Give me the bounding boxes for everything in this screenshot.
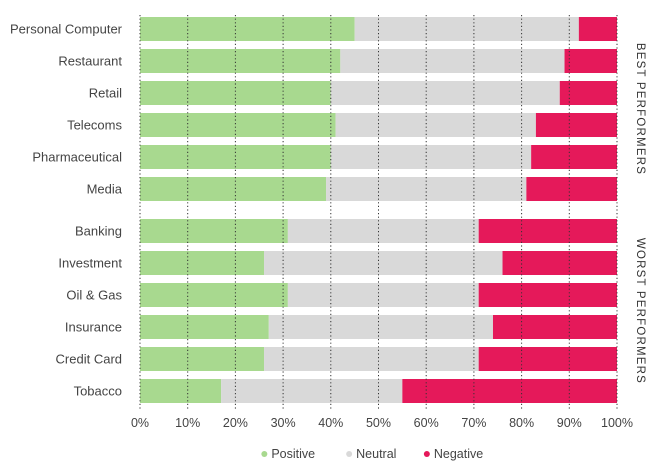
bar-oil-and-gas-negative bbox=[478, 283, 617, 307]
x-tick-label: 20% bbox=[223, 416, 248, 430]
bar-personal-computer-negative bbox=[578, 17, 617, 41]
group-label-best-performers: BEST PERFORMERS bbox=[634, 43, 646, 175]
category-label: Retail bbox=[89, 86, 122, 101]
x-tick-label: 90% bbox=[557, 416, 582, 430]
x-tick-label: 50% bbox=[366, 416, 391, 430]
bar-investment-neutral bbox=[264, 251, 503, 275]
bar-oil-and-gas-positive bbox=[140, 283, 288, 307]
grid-layer bbox=[139, 15, 618, 409]
x-tick-label: 70% bbox=[461, 416, 486, 430]
bar-banking-negative bbox=[478, 219, 617, 243]
x-tick-label: 10% bbox=[175, 416, 200, 430]
bar-insurance-neutral bbox=[268, 315, 493, 339]
legend-label-neutral: Neutral bbox=[356, 447, 396, 461]
bar-insurance-positive bbox=[140, 315, 269, 339]
x-axis-ticks: 0% 10% 20% 30% 40% 50% 60% 70% 80% 90% 100% bbox=[131, 416, 633, 430]
bar-credit-card-negative bbox=[478, 347, 617, 371]
x-tick-label: 0% bbox=[131, 416, 149, 430]
bars-layer bbox=[140, 17, 617, 403]
legend-swatch-negative bbox=[423, 451, 430, 457]
bar-retail-positive bbox=[140, 81, 331, 105]
bar-retail-negative bbox=[559, 81, 617, 105]
category-labels: Personal Computer Restaurant Retail Telecom… bbox=[10, 22, 123, 399]
x-tick-label: 80% bbox=[509, 416, 534, 430]
category-label: Pharmaceutical bbox=[32, 150, 122, 165]
category-label: Banking bbox=[75, 224, 122, 239]
x-tick-label: 60% bbox=[414, 416, 439, 430]
bar-telecoms-neutral bbox=[335, 113, 536, 137]
bar-restaurant-neutral bbox=[340, 49, 565, 73]
bar-retail-neutral bbox=[330, 81, 560, 105]
bar-media-negative bbox=[526, 177, 617, 201]
bar-credit-card-positive bbox=[140, 347, 265, 371]
bar-insurance-negative bbox=[492, 315, 617, 339]
legend: Positive Neutral Negative bbox=[261, 447, 483, 461]
x-tick-label: 40% bbox=[318, 416, 343, 430]
category-label: Insurance bbox=[65, 320, 122, 335]
group-label-worst-performers: WORST PERFORMERS bbox=[634, 238, 646, 384]
bar-credit-card-neutral bbox=[264, 347, 479, 371]
category-label: Oil & Gas bbox=[66, 288, 122, 303]
bar-investment-positive bbox=[140, 251, 265, 275]
category-label: Investment bbox=[58, 256, 122, 271]
bar-pharmaceutical-neutral bbox=[330, 145, 532, 169]
category-label: Tobacco bbox=[74, 384, 122, 399]
category-label: Telecoms bbox=[67, 118, 122, 133]
legend-label-positive: Positive bbox=[271, 447, 315, 461]
group-labels: BEST PERFORMERS WORST PERFORMERS bbox=[634, 43, 646, 384]
legend-label-negative: Negative bbox=[434, 447, 483, 461]
bar-tobacco-positive bbox=[140, 379, 222, 403]
bar-oil-and-gas-neutral bbox=[287, 283, 479, 307]
bar-media-positive bbox=[140, 177, 327, 201]
category-label: Credit Card bbox=[56, 352, 122, 367]
bar-pharmaceutical-negative bbox=[531, 145, 617, 169]
bar-banking-positive bbox=[140, 219, 288, 243]
bar-personal-computer-neutral bbox=[354, 17, 579, 41]
legend-swatch-positive bbox=[261, 451, 268, 457]
bar-tobacco-negative bbox=[402, 379, 617, 403]
bar-tobacco-neutral bbox=[221, 379, 403, 403]
bar-telecoms-negative bbox=[535, 113, 617, 137]
bar-restaurant-positive bbox=[140, 49, 341, 73]
x-tick-label: 100% bbox=[601, 416, 633, 430]
bar-investment-negative bbox=[502, 251, 617, 275]
category-label: Restaurant bbox=[58, 54, 122, 69]
bar-telecoms-positive bbox=[140, 113, 336, 137]
category-label: Personal Computer bbox=[10, 22, 123, 37]
x-tick-label: 30% bbox=[271, 416, 296, 430]
bar-restaurant-negative bbox=[564, 49, 617, 73]
category-label: Media bbox=[87, 182, 123, 197]
bar-banking-neutral bbox=[287, 219, 479, 243]
legend-swatch-neutral bbox=[346, 451, 353, 457]
bar-personal-computer-positive bbox=[140, 17, 355, 41]
